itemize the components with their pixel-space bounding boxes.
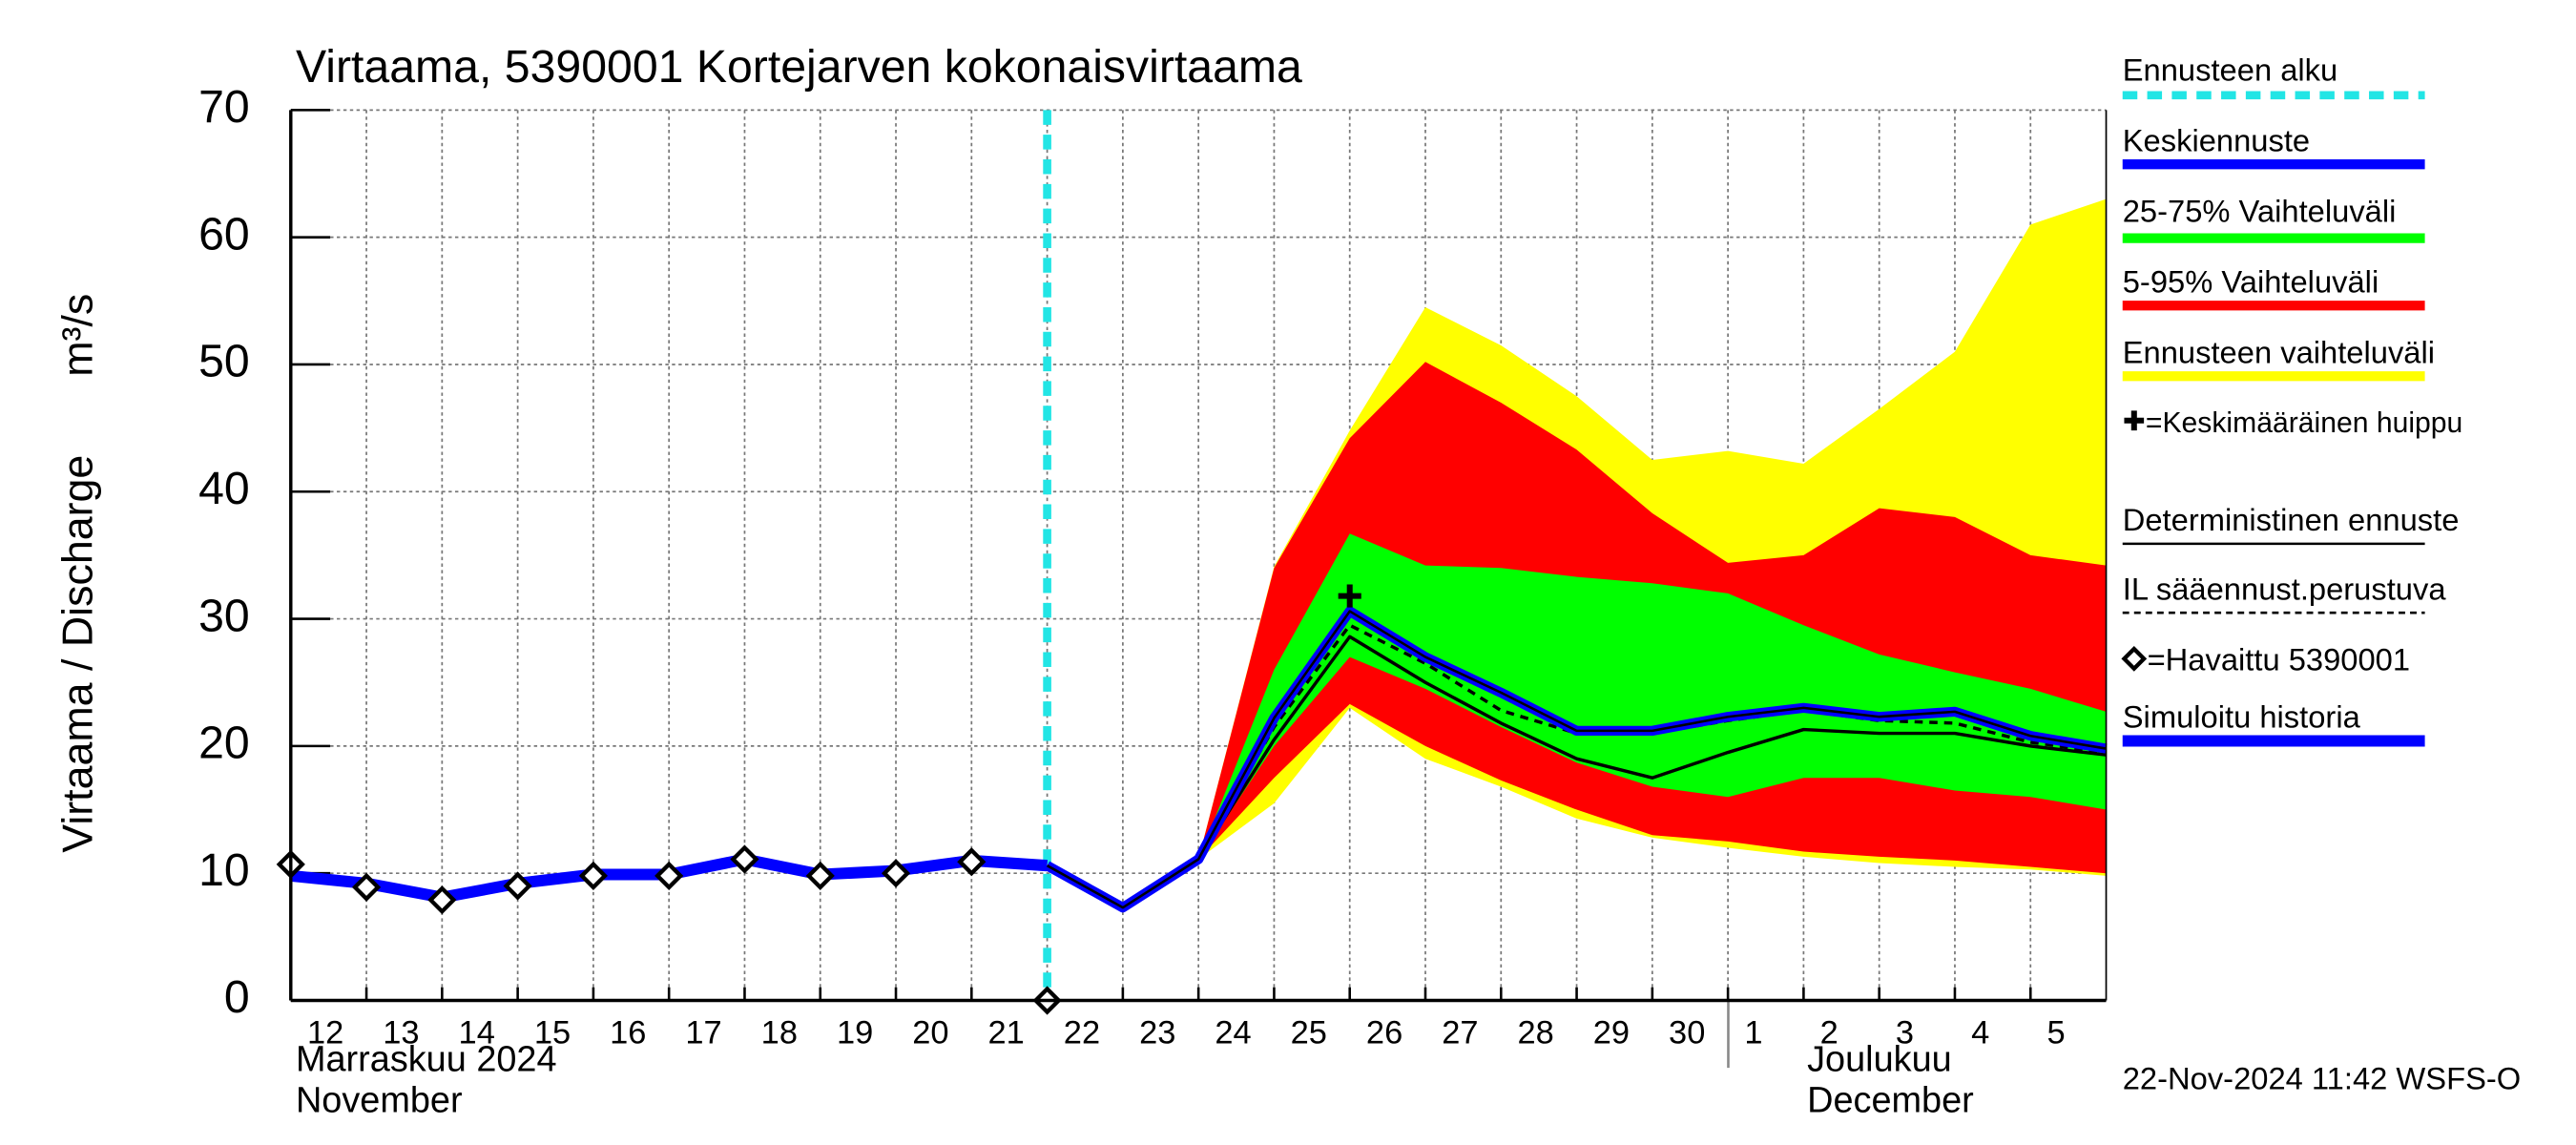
observed-point [957,847,987,877]
y-axis-unit: m³/s [53,294,101,377]
y-tick-label: 50 [198,336,250,387]
band [1198,533,2107,860]
legend-label: =Havaittu 5390001 [2148,641,2411,677]
timestamp: 22-Nov-2024 11:42 WSFS-O [2123,1060,2521,1095]
x-tick-label: 15 [534,1015,571,1051]
x-tick-label: 27 [1442,1015,1478,1051]
x-tick-label: 3 [1896,1015,1914,1051]
x-tick-label: 24 [1215,1015,1251,1051]
y-tick-label: 0 [224,971,250,1023]
x-tick-label: 21 [988,1015,1025,1051]
legend-label: =Keskimääräinen huippu [2146,407,2462,439]
legend-label: Ennusteen alku [2123,52,2337,87]
month-label: December [1807,1081,1974,1121]
y-axis-label: Virtaama / Discharge [53,455,101,853]
x-tick-label: 4 [1971,1015,1989,1051]
y-tick-label: 40 [198,463,250,514]
observed-point [578,861,609,890]
peak-marker [1338,584,1361,608]
x-tick-label: 26 [1366,1015,1402,1051]
legend-label: Simuloitu historia [2123,699,2361,735]
x-tick-label: 2 [1820,1015,1839,1051]
x-tick-label: 13 [383,1015,419,1051]
x-tick-label: 29 [1593,1015,1630,1051]
x-tick-label: 1 [1744,1015,1762,1051]
x-tick-label: 25 [1291,1015,1327,1051]
x-tick-label: 16 [610,1015,646,1051]
x-tick-label: 17 [685,1015,721,1051]
x-tick-label: 30 [1669,1015,1705,1051]
y-tick-label: 70 [198,81,250,133]
legend-label: IL sääennust.perustuva [2123,571,2447,606]
observed-point [805,861,835,890]
observed-point [503,871,532,901]
legend-label: Ennusteen vaihteluväli [2123,334,2435,369]
y-tick-label: 20 [198,718,250,769]
month-label: Marraskuu 2024 [296,1040,557,1080]
x-tick-label: 18 [761,1015,798,1051]
x-tick-label: 14 [459,1015,495,1051]
legend-label: Keskiennuste [2123,122,2310,157]
month-label: November [296,1081,463,1121]
y-tick-label: 10 [198,844,250,896]
x-tick-label: 22 [1064,1015,1100,1051]
legend-label: 5-95% Vaihteluväli [2123,263,2379,299]
x-tick-label: 23 [1139,1015,1175,1051]
legend-label: 25-75% Vaihteluväli [2123,193,2397,228]
chart-title: Virtaama, 5390001 Kortejarven kokonaisvi… [296,41,1302,93]
line-median-core [1046,610,2107,909]
y-tick-label: 30 [198,590,250,641]
y-tick-label: 60 [198,208,250,260]
observed-point [881,859,911,888]
legend-symbol [2124,410,2145,431]
observed-point [654,861,684,890]
x-tick-label: 28 [1517,1015,1553,1051]
legend-label: Deterministinen ennuste [2123,502,2460,537]
month-label: Joulukuu [1807,1040,1952,1080]
legend-symbol [2121,646,2148,672]
observed-point [427,885,457,915]
x-tick-label: 19 [837,1015,873,1051]
x-tick-label: 20 [912,1015,948,1051]
observed-point [730,844,759,874]
x-tick-label: 12 [307,1015,343,1051]
observed-point [351,872,382,902]
x-tick-label: 5 [2046,1015,2065,1051]
